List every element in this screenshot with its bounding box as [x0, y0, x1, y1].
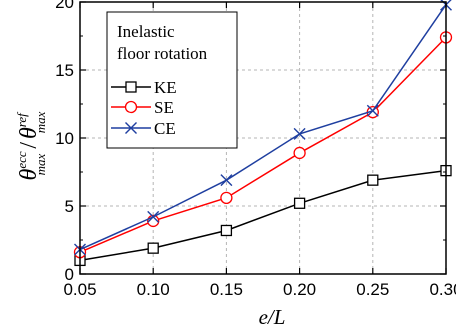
series-line-ke — [79, 169, 447, 262]
axis-ticks: 0.05 0.10 0.15 0.20 0.25 0.30 0 5 10 15 20 — [55, 0, 456, 299]
x-tick-label: 0.05 — [63, 280, 96, 299]
data-point-ce-stroke — [147, 210, 160, 223]
legend-marker-ce-stroke — [125, 122, 137, 134]
series-line-ce — [79, 4, 447, 251]
data-point-se — [293, 146, 306, 160]
data-point-ke — [220, 224, 233, 237]
legend-title-line2: floor rotation — [117, 44, 208, 63]
data-point-ke — [147, 242, 159, 254]
data-point-ce-stroke — [293, 127, 306, 140]
data-point-se — [220, 191, 233, 204]
data-point-ce — [366, 104, 379, 117]
legend-marker-se — [124, 100, 138, 114]
legend-label-se: SE — [154, 98, 174, 117]
x-tick-label: 0.15 — [210, 280, 243, 299]
x-axis-title: e/L — [259, 305, 286, 329]
y-tick-label: 10 — [55, 129, 74, 148]
legend-label-ce: CE — [154, 119, 176, 138]
legend-marker-ce — [125, 122, 137, 134]
legend-title-line1: Inelastic — [117, 22, 175, 41]
data-point-ce — [147, 210, 160, 223]
data-point-ce — [220, 174, 233, 187]
x-tick-label: 0.10 — [137, 280, 170, 299]
y-tick-label: 0 — [65, 265, 74, 284]
y-tick-label: 20 — [55, 0, 74, 12]
data-point-ke — [367, 174, 379, 186]
x-tick-label: 0.25 — [356, 280, 389, 299]
y-axis-title: θecc max/θref max — [14, 111, 48, 181]
data-point-ce-stroke — [220, 174, 233, 187]
data-point-ce-stroke — [366, 104, 379, 117]
y-tick-label: 15 — [55, 61, 74, 80]
data-point-ce — [293, 127, 306, 140]
x-tick-label: 0.30 — [429, 280, 456, 299]
series-line-se — [79, 36, 447, 253]
y-tick-label: 5 — [65, 197, 74, 216]
x-tick-label: 0.20 — [283, 280, 316, 299]
legend-marker-ke — [125, 81, 137, 93]
data-point-ke — [293, 197, 306, 209]
legend-label-ke: KE — [154, 78, 177, 97]
